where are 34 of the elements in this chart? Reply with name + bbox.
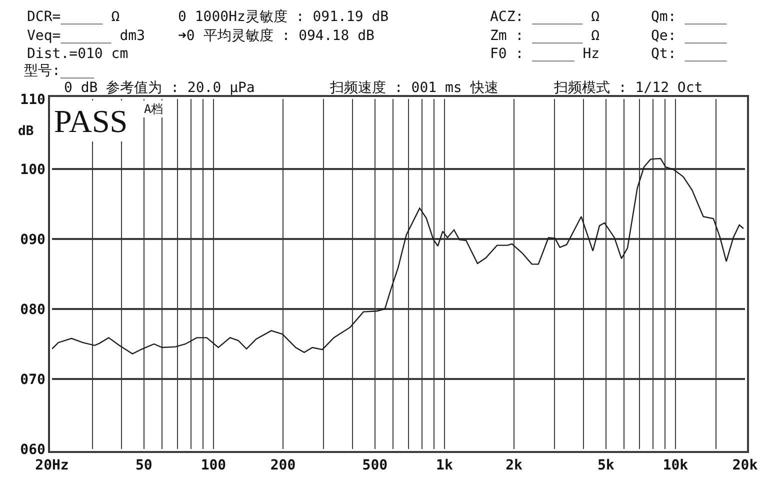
text: Dist.=010 cm xyxy=(27,46,128,62)
x-tick-label: 20Hz xyxy=(35,458,69,474)
text: Zm : ______ Ω xyxy=(490,28,600,44)
y-tick-label: 080 xyxy=(20,302,46,318)
x-tick-label: 10k xyxy=(662,458,689,474)
x-tick-label: 5k xyxy=(597,458,615,474)
y-tick-label: 070 xyxy=(20,372,46,388)
text: ➜0 平均灵敏度 : 094.18 dB xyxy=(178,28,374,44)
text: Qm: _____ xyxy=(651,9,728,25)
text: 扫频速度 : 001 ms 快速 xyxy=(329,80,498,96)
annotation: PASS xyxy=(54,103,128,139)
y-tick-label: 110 xyxy=(20,92,46,108)
x-tick-label: 100 xyxy=(200,458,226,474)
x-tick-label: 20k xyxy=(732,458,758,474)
text: 0 1000Hz灵敏度 : 091.19 dB xyxy=(178,9,389,25)
x-tick-label: 200 xyxy=(270,458,296,474)
y-tick-label: 090 xyxy=(20,232,46,248)
text: 0 dB 参考值为 : 20.0 μPa xyxy=(64,80,255,96)
text: 扫频模式 : 1/12 Oct xyxy=(553,80,703,96)
text: F0 : _____ Hz xyxy=(490,46,600,62)
text: Qt: _____ xyxy=(651,46,728,62)
x-tick-label: 1k xyxy=(436,458,454,474)
x-tick-label: 50 xyxy=(135,458,152,474)
y-tick-label: 060 xyxy=(20,442,46,458)
y-axis-title: dB xyxy=(18,124,34,139)
annotation: A档 xyxy=(144,102,164,116)
text: Qe: _____ xyxy=(651,28,728,44)
y-tick-label: 100 xyxy=(20,162,46,178)
text: DCR=_____ Ω xyxy=(27,9,120,25)
x-tick-label: 500 xyxy=(362,458,388,474)
text: 型号:____ xyxy=(24,63,95,79)
text: Veq=______ dm3 xyxy=(27,28,146,44)
x-tick-label: 2k xyxy=(506,458,523,474)
text: ACZ: ______ Ω xyxy=(490,9,600,25)
